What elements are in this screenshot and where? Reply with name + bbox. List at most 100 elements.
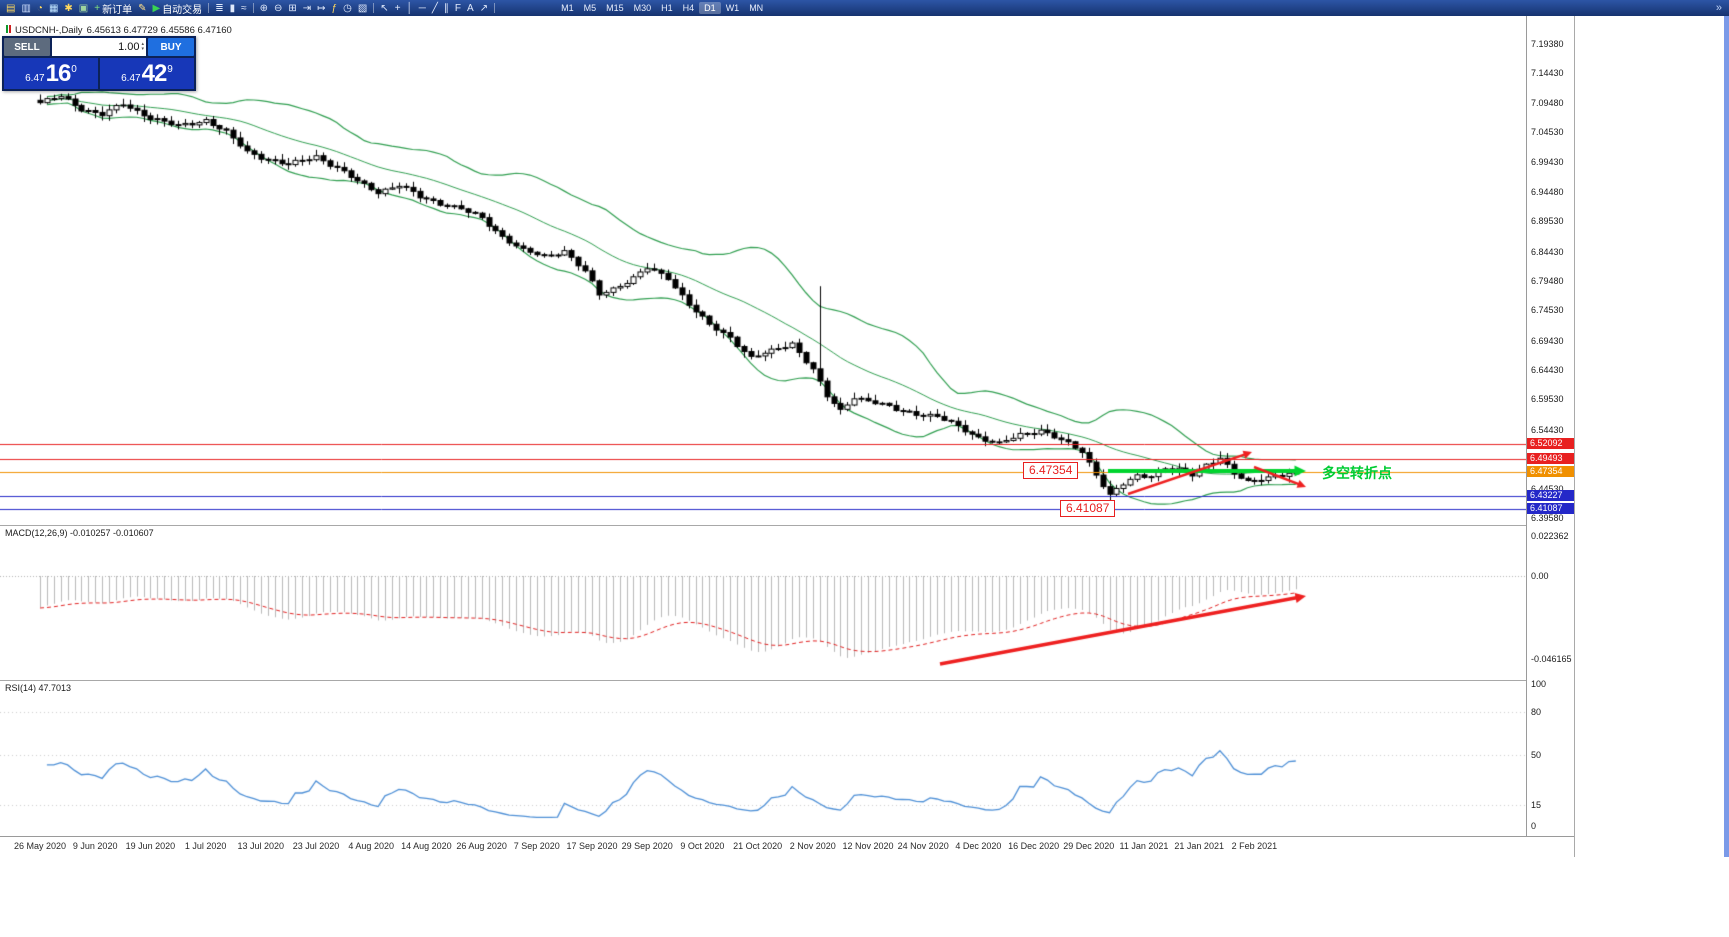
cursor-icon[interactable]: ↖: [380, 2, 389, 14]
macd-axis-tick: -0.046165: [1531, 654, 1572, 665]
buy-price-display[interactable]: 6.47 42 9: [100, 58, 194, 89]
sell-price-display[interactable]: 6.47 16 0: [4, 58, 98, 89]
sell-button[interactable]: SELL: [4, 38, 50, 56]
timeframe-button-W1[interactable]: W1: [725, 3, 740, 13]
navigator-icon[interactable]: ✱: [64, 2, 73, 14]
templates-icon[interactable]: ▧: [357, 2, 368, 14]
buy-price-main: 42: [141, 60, 168, 87]
date-label: 21 Oct 2020: [733, 841, 783, 851]
timeframe-button-D1[interactable]: D1: [699, 2, 721, 14]
data-window-icon[interactable]: ▦: [48, 2, 59, 14]
hline-price-label: 6.43227: [1527, 490, 1574, 502]
chart-window: USDCNH-,Daily 6.45613 6.47729 6.45586 6.…: [0, 16, 1575, 857]
zoom-out-icon[interactable]: ⊖: [273, 2, 283, 14]
date-label: 26 Aug 2020: [456, 841, 507, 851]
metaeditor-icon[interactable]: ✎: [138, 2, 147, 14]
hline-price-label: 6.49493: [1527, 453, 1574, 465]
date-label: 23 Jul 2020: [292, 841, 340, 851]
date-label: 11 Jan 2021: [1119, 841, 1169, 851]
window-scrollbar[interactable]: [1724, 16, 1729, 857]
date-label: 16 Dec 2020: [1008, 841, 1060, 851]
horizontal-line-icon[interactable]: ─: [418, 2, 426, 14]
date-label: 7 Sep 2020: [513, 841, 560, 851]
price-tick: 6.84430: [1531, 246, 1564, 257]
trendline-icon[interactable]: ╱: [431, 2, 438, 14]
volume-spinner[interactable]: ▴ ▾: [141, 42, 144, 52]
tile-windows-icon[interactable]: ⊞: [288, 2, 297, 14]
timeframe-button-H1[interactable]: H1: [661, 3, 673, 13]
zoom-in-icon[interactable]: ⊕: [259, 2, 268, 14]
new-chart-icon[interactable]: ▤: [6, 2, 16, 14]
spinner-down-icon: ▾: [141, 46, 144, 52]
price-tick: 6.94480: [1531, 186, 1564, 197]
crosshair-icon[interactable]: +: [394, 2, 401, 14]
ohlc-values: 6.45613 6.47729 6.45586 6.47160: [86, 25, 232, 36]
date-label: 9 Oct 2020: [680, 841, 725, 851]
new-order-button[interactable]: + 新订单: [94, 2, 133, 16]
symbol-info: USDCNH-,Daily 6.45613 6.47729 6.45586 6.…: [6, 25, 232, 36]
chart-window-icon: [6, 25, 11, 36]
price-tick: 7.04530: [1531, 127, 1564, 138]
timeframe-button-M30[interactable]: M30: [633, 3, 652, 13]
panel-separator[interactable]: [0, 525, 1574, 526]
timeframe-button-MN[interactable]: MN: [749, 3, 764, 13]
price-tick: 6.64430: [1531, 365, 1564, 376]
rsi-axis-tick: 0: [1531, 821, 1537, 831]
timeframe-button-M15[interactable]: M15: [606, 3, 624, 13]
macd-canvas[interactable]: [0, 526, 1526, 680]
price-tick: 6.89530: [1531, 216, 1564, 227]
timeframe-button-M5[interactable]: M5: [583, 3, 597, 13]
volume-input[interactable]: 1.00 ▴ ▾: [52, 38, 146, 56]
rsi-axis-tick: 50: [1531, 750, 1542, 760]
auto-scroll-icon[interactable]: ⇥: [302, 2, 312, 14]
panel-separator[interactable]: [0, 680, 1574, 681]
spinner-up-icon: ▴: [141, 41, 144, 47]
price-tick: 7.19380: [1531, 38, 1564, 49]
buy-button[interactable]: BUY: [148, 38, 194, 56]
timeframe-button-M1[interactable]: M1: [561, 3, 574, 13]
text-icon[interactable]: A: [467, 2, 474, 14]
date-label: 24 Nov 2020: [897, 841, 949, 851]
terminal-icon[interactable]: ▣: [78, 2, 89, 14]
price-tick: 6.74530: [1531, 305, 1564, 316]
channel-icon[interactable]: ∥: [443, 2, 449, 14]
price-tick: 6.54430: [1531, 424, 1564, 435]
price-tick: 7.14430: [1531, 68, 1564, 79]
price-tick: 6.44530: [1531, 483, 1564, 494]
price-level-tag-6.47354[interactable]: 6.47354: [1023, 462, 1079, 479]
bar-chart-icon[interactable]: ≣: [215, 2, 224, 14]
toolbar-overflow-icon[interactable]: »: [1715, 2, 1722, 14]
rsi-canvas[interactable]: [0, 681, 1526, 836]
turning-point-label[interactable]: 多空转折点: [1322, 465, 1392, 481]
arrows-icon[interactable]: ↗: [479, 2, 489, 14]
date-label: 13 Jul 2020: [237, 841, 285, 851]
symbol-title: USDCNH-,Daily: [15, 25, 83, 36]
timeframe-group: M1 M5 M15 M30 H1 H4 D1 W1 MN: [556, 2, 768, 14]
price-tick: 6.69430: [1531, 335, 1564, 346]
date-label: 21 Jan 2021: [1174, 841, 1224, 851]
price-level-tag-6.41087[interactable]: 6.41087: [1060, 500, 1116, 517]
time-axis[interactable]: 26 May 2020 9 Jun 2020 19 Jun 2020 1 Jul 20…: [0, 836, 1574, 857]
timeframe-button-H4[interactable]: H4: [682, 3, 695, 13]
date-label: 29 Sep 2020: [621, 841, 673, 851]
periods-icon[interactable]: ◷: [343, 2, 352, 14]
indicators-icon[interactable]: ƒ: [331, 2, 338, 14]
price-tick: 6.79480: [1531, 275, 1564, 286]
price-chart-canvas[interactable]: [0, 16, 1526, 525]
price-axis[interactable]: 7.19380 7.14430 7.09480 7.04530 6.99430 6.944…: [1526, 16, 1574, 857]
date-label: 12 Nov 2020: [842, 841, 894, 851]
hline-price-label: 6.52092: [1527, 437, 1574, 449]
fibonacci-icon[interactable]: F: [454, 2, 462, 14]
autotrading-button[interactable]: ▶ 自动交易: [152, 2, 203, 16]
line-chart-icon[interactable]: ≈: [241, 2, 247, 14]
profiles-icon[interactable]: ▥: [21, 2, 31, 14]
sell-price-prefix: 6.47: [25, 73, 45, 84]
toolbar-separator: [208, 3, 210, 13]
chart-shift-icon[interactable]: ↦: [317, 2, 326, 14]
candlestick-icon[interactable]: ▮: [229, 2, 236, 14]
sell-price-main: 16: [45, 60, 72, 87]
vertical-line-icon[interactable]: │: [406, 2, 413, 14]
market-watch-icon[interactable]: ◔: [36, 2, 43, 14]
rsi-indicator-label: RSI(14) 47.7013: [5, 683, 72, 693]
price-tick: 6.59530: [1531, 394, 1564, 405]
